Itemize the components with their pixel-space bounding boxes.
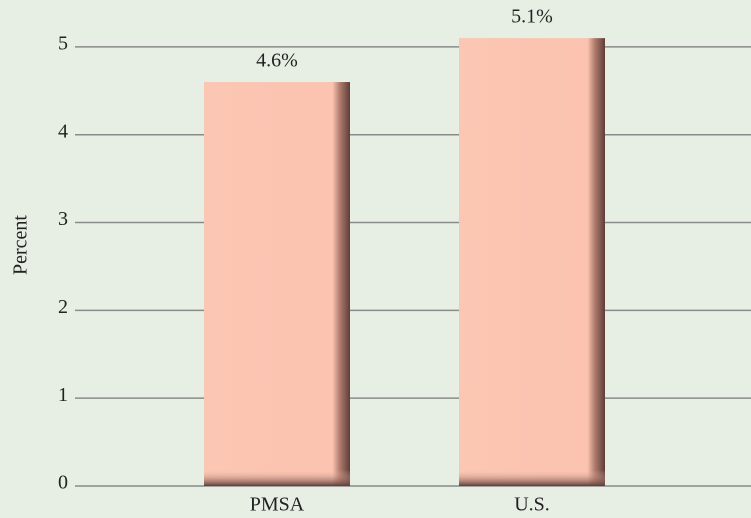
bar: [459, 38, 605, 487]
bar-shade: [204, 470, 350, 486]
y-tick-label: 5: [58, 33, 68, 55]
y-tick-label: 1: [58, 384, 68, 406]
y-tick-label: 0: [58, 472, 68, 494]
y-tick-label: 4: [58, 120, 68, 142]
bar: [204, 82, 350, 486]
x-tick-label: U.S.: [514, 494, 550, 516]
y-axis-label: Percent: [10, 215, 32, 275]
x-tick-label: PMSA: [250, 494, 305, 516]
y-tick-label: 3: [58, 208, 68, 230]
y-tick-label: 2: [58, 296, 68, 318]
value-label: 4.6%: [256, 50, 298, 72]
bar-shade: [459, 470, 605, 486]
value-label: 5.1%: [511, 6, 553, 28]
